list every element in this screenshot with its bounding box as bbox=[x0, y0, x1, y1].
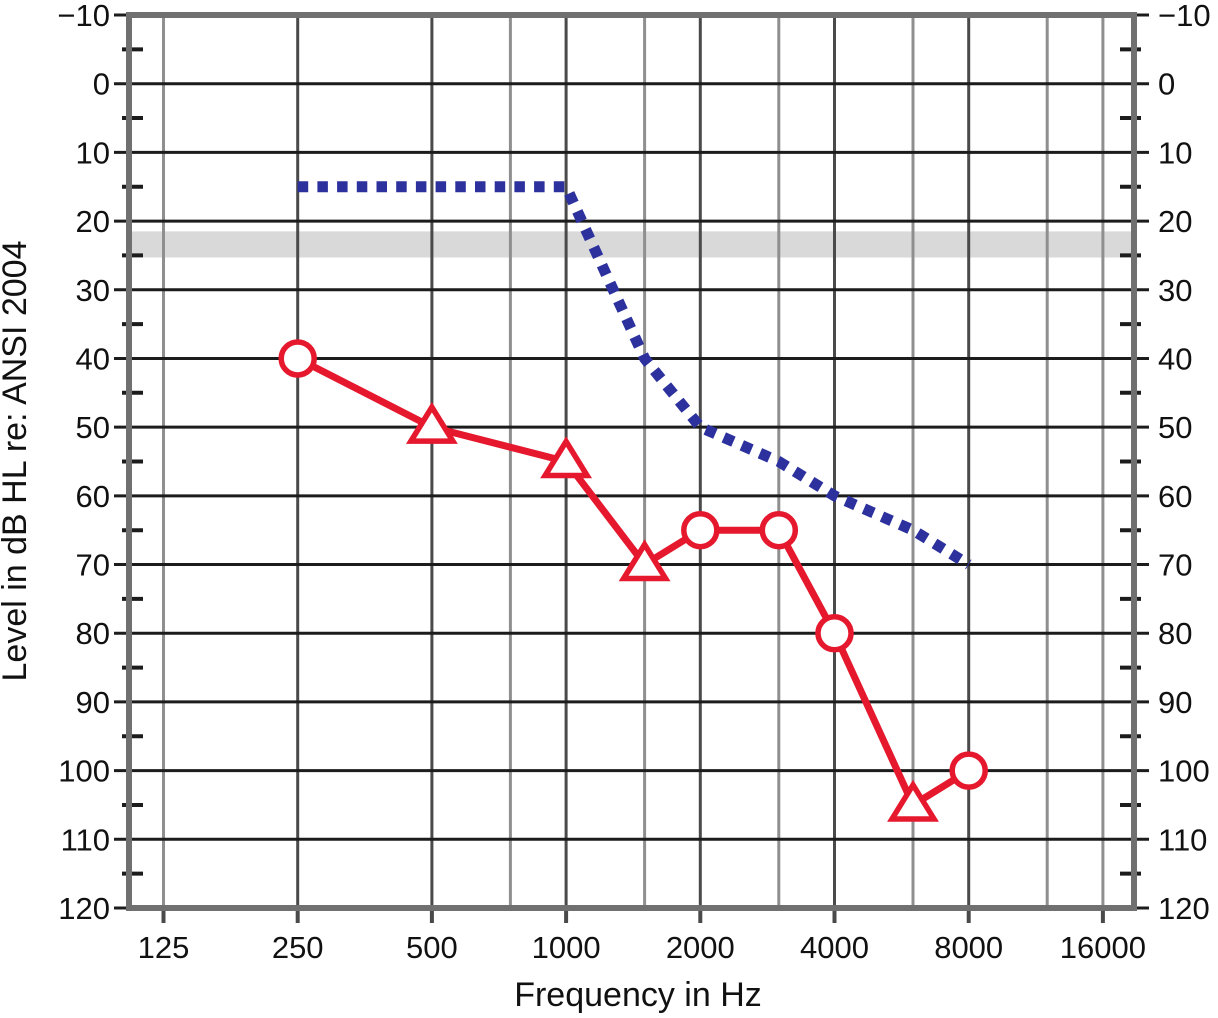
red-solid-line bbox=[278, 339, 988, 822]
y-tick-label-right: 30 bbox=[1158, 273, 1192, 308]
y-tick-label-right: 60 bbox=[1158, 479, 1192, 514]
marker-triangle bbox=[618, 539, 671, 582]
x-tick-label: 500 bbox=[406, 930, 458, 965]
marker-circle bbox=[949, 751, 988, 790]
y-tick-label-left: −10 bbox=[57, 0, 110, 33]
y-tick-label-left: 80 bbox=[76, 616, 110, 651]
blue-dotted-line bbox=[297, 181, 972, 570]
x-tick-label: 125 bbox=[138, 930, 190, 965]
x-tick-label: 4000 bbox=[800, 930, 869, 965]
marker-circle bbox=[681, 510, 720, 550]
x-tick-label: 1000 bbox=[532, 930, 601, 965]
red-solid-line-path bbox=[294, 354, 973, 809]
x-axis-title: Frequency in Hz bbox=[514, 976, 762, 1014]
y-tick-label-right: 10 bbox=[1158, 135, 1192, 170]
y-tick-label-left: 100 bbox=[58, 754, 110, 789]
y-tick-label-left: 50 bbox=[76, 410, 110, 445]
y-tick-label-left: 120 bbox=[58, 891, 110, 926]
data-series bbox=[278, 181, 988, 822]
shaded-band-layer bbox=[129, 231, 1134, 258]
y-tick-label-right: 70 bbox=[1158, 548, 1192, 583]
marker-triangle bbox=[540, 436, 593, 479]
axis-ticks bbox=[122, 47, 1141, 923]
y-tick-label-right: 20 bbox=[1158, 204, 1192, 239]
x-tick-label: 2000 bbox=[666, 930, 735, 965]
y-tick-label-right: 0 bbox=[1158, 67, 1175, 102]
y-tick-label-left: 90 bbox=[76, 685, 110, 720]
marker-circle bbox=[815, 613, 854, 653]
y-tick-label-right: 110 bbox=[1158, 822, 1207, 857]
plot-frame bbox=[126, 12, 1137, 911]
y-tick-label-left: 30 bbox=[76, 273, 110, 308]
y-tick-label-left: 60 bbox=[76, 479, 110, 514]
y-tick-label-right: 90 bbox=[1158, 685, 1192, 720]
y-tick-label-left: 0 bbox=[93, 67, 110, 102]
y-axis-title: Level in dB HL re: ANSI 2004 bbox=[0, 240, 34, 681]
y-tick-label-left: 40 bbox=[76, 341, 110, 376]
marker-circle bbox=[759, 510, 799, 550]
x-tick-label: 8000 bbox=[934, 930, 1003, 965]
marker-triangle bbox=[887, 779, 939, 822]
y-tick-label-left: 10 bbox=[76, 135, 110, 170]
y-tick-label-left: 20 bbox=[76, 204, 110, 239]
y-tick-label-right: 100 bbox=[1158, 754, 1210, 789]
axis-tick-labels: −10 −10 0 0 10 10 20 20 30 30 40 40 50 50 60 60 70 70 80 80… bbox=[57, 0, 1210, 965]
normal-range-band bbox=[129, 231, 1134, 258]
y-tick-label-right: 50 bbox=[1158, 410, 1192, 445]
y-tick-label-right: 80 bbox=[1158, 616, 1192, 651]
y-tick-label-right: 120 bbox=[1158, 891, 1210, 926]
y-tick-label-left: 110 bbox=[61, 822, 110, 857]
plot-frame-rect bbox=[126, 12, 1137, 911]
horizontal-gridlines bbox=[114, 13, 1149, 910]
blue-dotted-line-path bbox=[297, 181, 972, 570]
y-tick-label-right: 40 bbox=[1158, 341, 1192, 376]
marker-circle bbox=[278, 339, 317, 378]
x-tick-label: 16000 bbox=[1060, 930, 1146, 965]
y-tick-label-right: −10 bbox=[1158, 0, 1211, 33]
y-tick-label-left: 70 bbox=[76, 548, 110, 583]
marker-triangle bbox=[405, 401, 458, 444]
x-tick-label: 250 bbox=[272, 930, 324, 965]
